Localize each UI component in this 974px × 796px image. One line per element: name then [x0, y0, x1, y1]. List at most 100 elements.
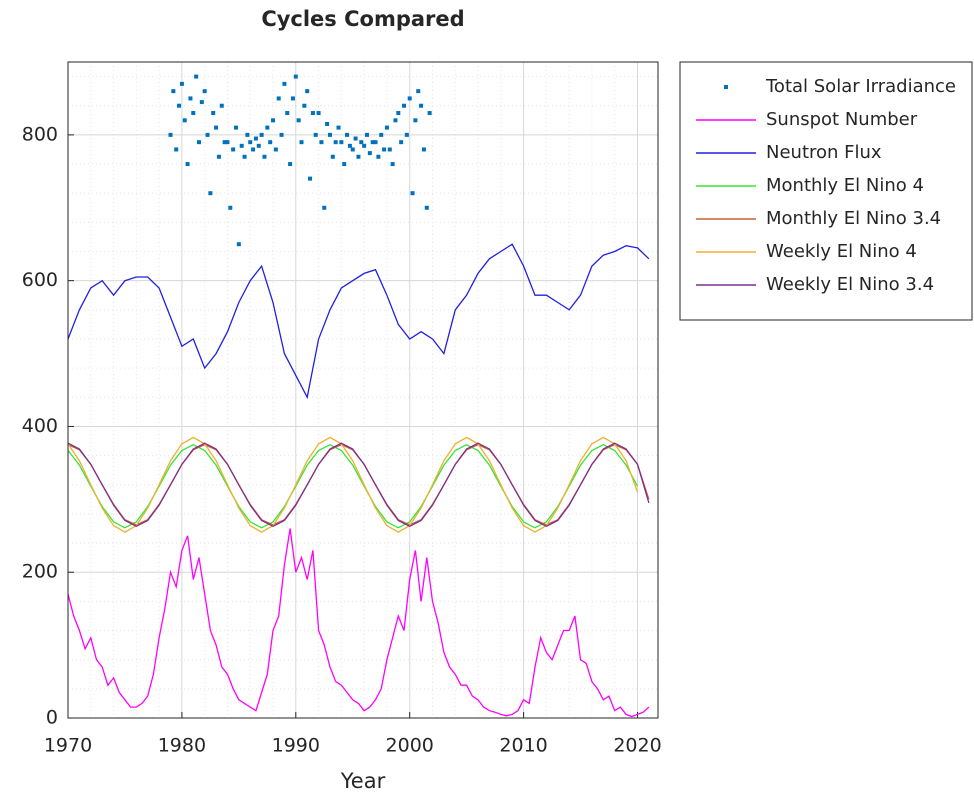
scatter-point [427, 111, 432, 116]
scatter-point [310, 111, 315, 116]
scatter-point [296, 118, 301, 123]
scatter-point [174, 147, 179, 152]
scatter-point [231, 147, 236, 152]
scatter-point [410, 191, 415, 196]
x-tick-label: 1970 [44, 735, 92, 757]
scatter-point [253, 136, 258, 141]
legend-marker [724, 85, 728, 89]
scatter-point [393, 118, 398, 123]
scatter-point [382, 147, 387, 152]
scatter-point [364, 132, 369, 137]
series-line [68, 243, 650, 400]
y-tick-label: 400 [22, 415, 58, 437]
scatter-point [424, 205, 429, 210]
scatter-point [359, 140, 364, 145]
scatter-point [379, 132, 384, 137]
scatter-point [347, 143, 352, 148]
scatter-point [251, 147, 256, 152]
scatter-point [282, 81, 287, 86]
y-tick-label: 0 [46, 707, 58, 729]
scatter-point [225, 140, 230, 145]
legend-label: Weekly El Nino 4 [766, 241, 917, 262]
scatter-point [350, 147, 355, 152]
scatter-point [236, 242, 241, 247]
scatter-point [367, 151, 372, 156]
scatter-point [299, 140, 304, 145]
scatter-point [262, 154, 267, 159]
scatter-point [413, 118, 418, 123]
scatter-point [228, 205, 233, 210]
scatter-point [402, 103, 407, 108]
y-tick-label: 600 [22, 269, 58, 291]
scatter-point [373, 140, 378, 145]
legend-label: Weekly El Nino 3.4 [766, 274, 934, 295]
scatter-point [211, 111, 216, 116]
chart-title: Cycles Compared [261, 7, 464, 31]
scatter-point [234, 125, 239, 130]
scatter-point [356, 154, 361, 159]
scatter-point [171, 89, 176, 94]
scatter-point [353, 136, 358, 141]
scatter-point [330, 154, 335, 159]
x-tick-label: 2020 [613, 735, 661, 757]
scatter-point [421, 147, 426, 152]
scatter-point [419, 103, 424, 108]
legend-box [679, 61, 973, 321]
series-line [68, 442, 650, 528]
scatter-point [248, 140, 253, 145]
scatter-point [205, 132, 210, 137]
scatter-point [345, 132, 350, 137]
scatter-point [390, 162, 395, 167]
scatter-point [214, 125, 219, 130]
scatter-point [396, 111, 401, 116]
scatter-point [242, 154, 247, 159]
scatter-point [407, 96, 412, 101]
scatter-point [271, 118, 276, 123]
scatter-point [384, 125, 389, 130]
legend-label: Monthly El Nino 4 [766, 175, 924, 196]
scatter-point [256, 143, 261, 148]
scatter-point [313, 132, 318, 137]
scatter-point [273, 147, 278, 152]
y-tick-label: 800 [22, 123, 58, 145]
scatter-point [239, 143, 244, 148]
scatter-point [362, 143, 367, 148]
scatter-point [179, 81, 184, 86]
scatter-point [288, 162, 293, 167]
scatter-point [188, 96, 193, 101]
x-axis-label: Year [340, 769, 386, 793]
scatter-point [336, 125, 341, 130]
scatter-point [342, 162, 347, 167]
scatter-point [185, 162, 190, 167]
scatter-point [333, 140, 338, 145]
legend-label: Sunspot Number [766, 109, 918, 130]
scatter-point [168, 132, 173, 137]
scatter-point [259, 132, 264, 137]
scatter-point [325, 121, 330, 126]
plot-frame [67, 61, 659, 719]
scatter-point [245, 132, 250, 137]
plot-area [68, 62, 658, 718]
x-tick-label: 2010 [499, 735, 547, 757]
scatter-point [208, 191, 213, 196]
series-group [68, 74, 650, 718]
scatter-point [370, 140, 375, 145]
scatter-point [202, 89, 207, 94]
scatter-point [285, 111, 290, 116]
scatter-point [222, 140, 227, 145]
scatter-point [265, 125, 270, 130]
scatter-point [216, 154, 221, 159]
scatter-point [290, 96, 295, 101]
series-line [68, 436, 639, 533]
scatter-point [182, 118, 187, 123]
scatter-point [302, 103, 307, 108]
x-tick-label: 1990 [272, 735, 320, 757]
scatter-point [416, 89, 421, 94]
scatter-point [387, 147, 392, 152]
scatter-point [276, 96, 281, 101]
scatter-point [191, 111, 196, 116]
legend-label: Monthly El Nino 3.4 [766, 208, 941, 229]
scatter-point [308, 176, 313, 181]
x-tick-label: 1980 [158, 735, 206, 757]
